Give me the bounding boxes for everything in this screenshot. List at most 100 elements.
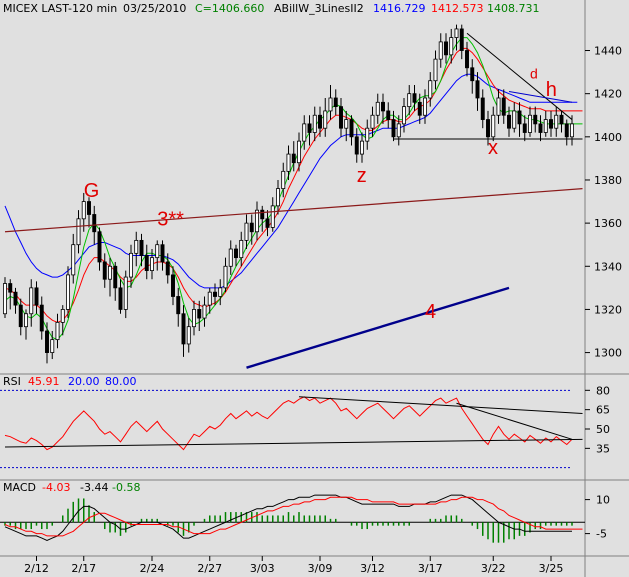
candle-body (501, 97, 506, 116)
candle-body (486, 119, 490, 138)
rsi-line (4, 396, 573, 451)
candle-body (3, 283, 7, 315)
candle-body (496, 97, 501, 116)
candle-body (564, 123, 569, 138)
candle-body (354, 136, 359, 155)
candle-body (570, 123, 574, 138)
x-tick-label: 3/25 (539, 562, 564, 575)
candle-body (412, 93, 417, 103)
x-tick-label: 3/12 (360, 562, 385, 575)
header-value-3: 1408.731 (487, 2, 540, 15)
candle-body (370, 114, 375, 129)
candle-body (102, 261, 107, 280)
candle-body (522, 123, 527, 133)
price-y-tick-label: 1340 (594, 260, 622, 273)
candle-body (39, 304, 44, 332)
macd-value-3: -0.58 (112, 481, 140, 494)
header-date: 03/25/2010 (123, 2, 186, 15)
candle-body (459, 28, 464, 51)
candle-body (34, 287, 39, 306)
x-tick-label: 2/17 (71, 562, 96, 575)
candle-body (186, 326, 191, 345)
candle-body (349, 119, 354, 138)
candle-body (50, 339, 55, 353)
candle-body (150, 257, 154, 271)
candle-body (549, 119, 553, 129)
annotation-label: x (488, 137, 498, 159)
candle-body (97, 231, 102, 263)
annotation-label: G (84, 180, 100, 202)
candle-body (465, 50, 469, 69)
candle-body (475, 80, 480, 99)
price-y-tick-label: 1440 (594, 45, 622, 58)
candle-body (480, 97, 485, 120)
candle-body (8, 283, 13, 293)
candle-body (234, 248, 238, 259)
candle-body (323, 110, 328, 129)
candle-body (171, 274, 175, 297)
candle-body (244, 222, 249, 241)
rsi-value: 45.91 (28, 375, 60, 388)
candle-body (417, 101, 422, 116)
annotation-label: 4 (425, 301, 436, 323)
macd-y-tick-label: 10 (596, 494, 610, 507)
price-y-tick-label: 1400 (594, 131, 622, 144)
candle-body (218, 287, 223, 297)
rsi-y-tick-label: 50 (596, 423, 610, 436)
candle-body (92, 214, 97, 233)
rsi-label: RSI (3, 375, 21, 388)
trendline-4 (246, 286, 510, 369)
candle-body (391, 119, 396, 138)
candle-body (202, 304, 207, 319)
candle-body (512, 110, 517, 129)
price-y-tick-label: 1360 (594, 217, 622, 230)
candle-body (76, 218, 81, 246)
candle-body (528, 114, 532, 133)
candle-body (360, 140, 364, 155)
candle-body (176, 296, 181, 315)
candle-body (454, 28, 459, 38)
candle-body (13, 291, 18, 306)
rsi-trendline (4, 438, 583, 448)
candle-body (118, 287, 123, 310)
annotation-label: h (546, 79, 557, 101)
candle-body (228, 248, 233, 267)
candle-body (297, 140, 301, 164)
candle-body (312, 114, 317, 133)
candle-body (181, 313, 186, 345)
header-indicator: ABillW_3LinesII2 (274, 2, 364, 15)
candle-body (45, 330, 49, 353)
candle-body (60, 309, 65, 323)
macd-value-2: -3.44 (80, 481, 108, 494)
candle-body (396, 123, 401, 138)
candle-body (276, 188, 280, 207)
annotation-label: 3** (157, 208, 184, 230)
candle-body (29, 287, 34, 315)
candle-body (554, 114, 559, 129)
candle-body (386, 110, 391, 120)
candle-body (375, 101, 380, 116)
candle-body (139, 239, 144, 256)
candle-body (192, 309, 196, 328)
x-tick-label: 3/03 (250, 562, 275, 575)
rsi-y-tick-label: 35 (596, 442, 610, 455)
price-y-tick-label: 1320 (594, 303, 622, 316)
header-close: C=1406.660 (195, 2, 264, 15)
rsi-trendline (298, 396, 583, 415)
candle-body (365, 127, 370, 142)
candle-body (491, 114, 496, 138)
x-tick-label: 2/12 (24, 562, 49, 575)
candle-body (559, 114, 564, 125)
candle-body (507, 114, 511, 129)
candle-body (155, 244, 160, 259)
candle-body (281, 170, 286, 190)
macd-label: MACD (3, 481, 36, 494)
candle-body (344, 119, 349, 129)
candle-body (286, 153, 291, 172)
trendline-upper (466, 32, 573, 120)
x-tick-label: 3/22 (481, 562, 506, 575)
candle-body (123, 276, 128, 310)
candle-body (134, 239, 139, 254)
candle-body (517, 110, 522, 125)
